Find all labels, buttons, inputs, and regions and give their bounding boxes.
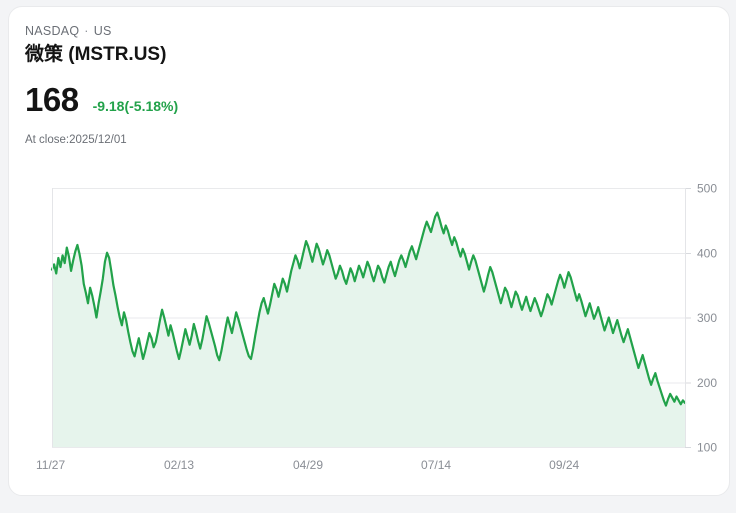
x-axis-tick-label: 07/14: [421, 458, 451, 472]
close-timestamp: At close:2025/12/01: [25, 134, 127, 146]
y-axis-tick-label: 100: [697, 441, 717, 455]
x-axis-tick-label: 09/24: [549, 458, 579, 472]
exchange-separator: ·: [84, 24, 89, 38]
price-chart[interactable]: 500 400 300 200 100 11/27 02/13 04/29 07/14 09/2…: [9, 167, 730, 487]
quote-header: NASDAQ · US 微策 (MSTR.US) 168 -9.18(-5.18%)…: [25, 23, 178, 148]
y-axis-tick-label: 300: [697, 311, 717, 325]
x-axis-tick-label: 04/29: [293, 458, 323, 472]
chart-line: [50, 211, 687, 407]
price-row: 168 -9.18(-5.18%): [25, 82, 178, 118]
exchange-row: NASDAQ · US: [25, 23, 178, 39]
current-price: 168: [25, 81, 79, 118]
y-axis-tick-label: 400: [697, 246, 717, 260]
page-title: 微策 (MSTR.US): [25, 44, 167, 65]
y-axis-labels: 500 400 300 200 100: [697, 182, 717, 455]
x-axis-labels: 11/27 02/13 04/29 07/14 09/24: [36, 458, 580, 472]
x-axis-tick-label: 02/13: [164, 458, 194, 472]
chart-area-fill: [52, 212, 685, 447]
x-axis-tick-label: 11/27: [36, 458, 65, 472]
chart-svg[interactable]: 500 400 300 200 100 11/27 02/13 04/29 07/14 09/2…: [9, 167, 730, 487]
stock-quote-card: NASDAQ · US 微策 (MSTR.US) 168 -9.18(-5.18%)…: [8, 6, 730, 496]
exchange-name: NASDAQ: [25, 24, 80, 38]
price-change: -9.18(-5.18%): [92, 98, 179, 114]
y-axis-tick-label: 200: [697, 376, 717, 390]
y-axis-tick-label: 500: [697, 182, 717, 196]
region-label: US: [93, 24, 112, 38]
